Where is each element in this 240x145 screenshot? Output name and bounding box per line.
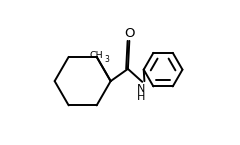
Text: CH: CH bbox=[90, 51, 103, 60]
Text: H: H bbox=[137, 92, 145, 102]
Text: N: N bbox=[137, 84, 145, 94]
Text: O: O bbox=[124, 27, 135, 39]
Text: 3: 3 bbox=[104, 55, 109, 64]
